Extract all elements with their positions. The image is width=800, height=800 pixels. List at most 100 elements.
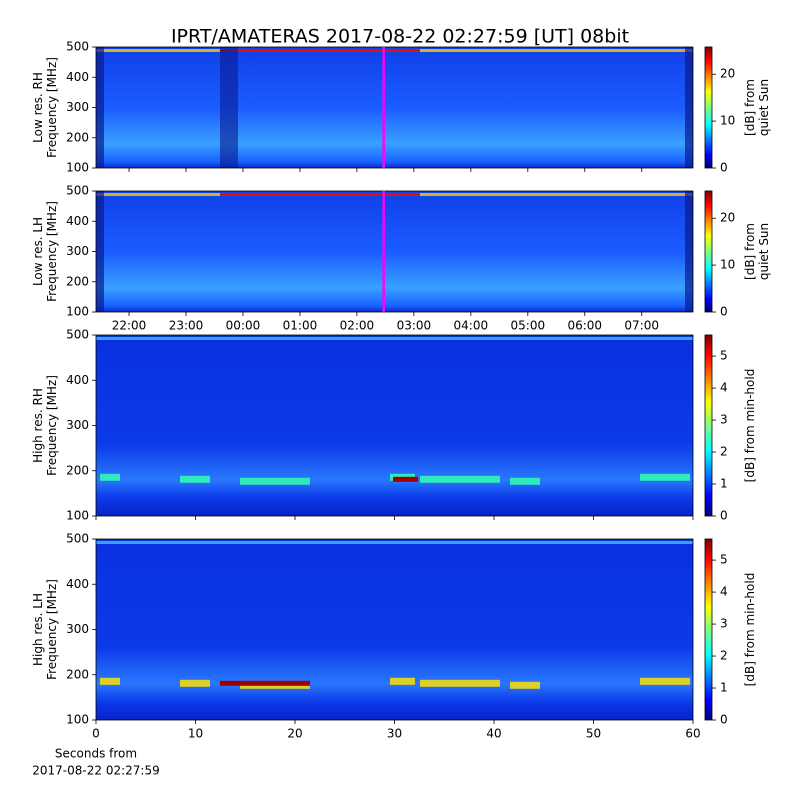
burst-core <box>220 680 310 686</box>
colorbar-tick-label: 2 <box>720 445 728 459</box>
colorbar-label: [dB] from min-hold <box>743 369 757 483</box>
colorbar-tick-label: 1 <box>720 477 728 491</box>
y-tick-label: 200 <box>66 274 89 288</box>
spectrogram <box>96 191 693 312</box>
y-tick-label: 200 <box>66 463 89 477</box>
x-tick-label: 20 <box>287 727 302 741</box>
colorbar-label: [dB] fromquiet Sun <box>743 79 771 136</box>
burst <box>510 681 540 689</box>
colorbar-tick-label: 3 <box>720 617 728 631</box>
y-tick-label: 400 <box>66 373 89 387</box>
x-tick-label: 0 <box>92 727 100 741</box>
x-tick-label: 06:00 <box>567 319 602 333</box>
x-axis-label: 2017-08-22 02:27:59 <box>32 764 159 778</box>
y-tick-label: 400 <box>66 70 89 84</box>
burst <box>390 677 415 685</box>
colorbar-label-line: [dB] from min-hold <box>743 573 757 687</box>
x-tick-label: 40 <box>486 727 501 741</box>
y-tick-label: 100 <box>66 509 89 523</box>
burst <box>180 679 210 687</box>
x-tick-label: 60 <box>685 727 700 741</box>
x-axis-label: Seconds from <box>55 747 137 761</box>
y-axis-label-line: Frequency [MHz] <box>45 201 59 302</box>
y-axis-label-line: High res. RH <box>31 388 45 463</box>
x-tick-label: 03:00 <box>397 319 432 333</box>
y-tick-label: 500 <box>66 184 89 198</box>
edge-right <box>685 47 693 168</box>
x-tick-label: 30 <box>387 727 402 741</box>
spectrogram <box>96 335 693 516</box>
colorbar-tick-label: 5 <box>720 553 728 567</box>
burst <box>180 475 210 483</box>
x-tick-label: 04:00 <box>454 319 489 333</box>
colorbar-tick-label: 20 <box>720 67 735 81</box>
y-tick-label: 300 <box>66 244 89 258</box>
x-tick-label: 22:00 <box>112 319 147 333</box>
top-band-hot <box>220 193 420 196</box>
y-axis-label: Low res. LHFrequency [MHz] <box>31 201 59 302</box>
dark-band <box>220 47 238 168</box>
y-tick-label: 100 <box>66 161 89 175</box>
colorbar-label-line: quiet Sun <box>757 79 771 136</box>
colorbar-tick-label: 1 <box>720 681 728 695</box>
edge-left <box>96 191 104 312</box>
colorbar-label-line: [dB] from <box>743 223 757 280</box>
colorbar-tick-label: 20 <box>720 211 735 225</box>
colorbar-label: [dB] fromquiet Sun <box>743 223 771 280</box>
y-axis-label-line: Frequency [MHz] <box>45 375 59 476</box>
y-tick-label: 200 <box>66 667 89 681</box>
x-tick-label: 01:00 <box>283 319 318 333</box>
edge-right <box>685 191 693 312</box>
y-tick-label: 500 <box>66 40 89 54</box>
x-tick-label: 02:00 <box>340 319 375 333</box>
y-tick-label: 500 <box>66 532 89 546</box>
y-axis-label: High res. LHFrequency [MHz] <box>31 579 59 680</box>
y-tick-label: 100 <box>66 305 89 319</box>
colorbar-tick-label: 0 <box>720 509 728 523</box>
y-tick-label: 400 <box>66 214 89 228</box>
y-tick-label: 500 <box>66 328 89 342</box>
x-tick-label: 07:00 <box>624 319 659 333</box>
colorbar <box>704 46 713 169</box>
colorbar-label: [dB] from min-hold <box>743 573 757 687</box>
burst <box>420 679 500 687</box>
colorbar <box>704 334 713 517</box>
y-tick-label: 400 <box>66 577 89 591</box>
colorbar-tick-label: 5 <box>720 349 728 363</box>
colorbar-tick-label: 0 <box>720 161 728 175</box>
y-axis-label-line: Low res. RH <box>31 72 45 143</box>
burst <box>510 477 540 485</box>
y-tick-label: 200 <box>66 130 89 144</box>
burst <box>420 475 500 483</box>
x-tick-label: 50 <box>586 727 601 741</box>
x-tick-label: 05:00 <box>511 319 546 333</box>
colorbar-tick-label: 0 <box>720 713 728 727</box>
colorbar-label-line: quiet Sun <box>757 223 771 280</box>
colorbar-tick-label: 10 <box>720 258 735 272</box>
edge-left <box>96 47 104 168</box>
y-axis-label: Low res. RHFrequency [MHz] <box>31 57 59 158</box>
spectrogram <box>96 539 693 720</box>
top-band <box>96 541 693 544</box>
y-tick-label: 300 <box>66 622 89 636</box>
y-axis-label-line: High res. LH <box>31 593 45 666</box>
colorbar <box>704 538 713 721</box>
burst-core <box>393 476 418 482</box>
top-band-hot <box>220 49 420 52</box>
y-axis-label: High res. RHFrequency [MHz] <box>31 375 59 476</box>
y-axis-label-line: Frequency [MHz] <box>45 579 59 680</box>
burst <box>100 473 120 481</box>
figure-title: IPRT/AMATERAS 2017-08-22 02:27:59 [UT] 0… <box>171 26 629 48</box>
colorbar-tick-label: 3 <box>720 413 728 427</box>
y-tick-label: 300 <box>66 100 89 114</box>
y-axis-label-line: Frequency [MHz] <box>45 57 59 158</box>
top-band <box>96 337 693 340</box>
burst <box>640 473 690 481</box>
colorbar-tick-label: 4 <box>720 381 728 395</box>
colorbar-label-line: [dB] from <box>743 79 757 136</box>
burst <box>100 677 120 685</box>
colorbar-tick-label: 2 <box>720 649 728 663</box>
y-tick-label: 300 <box>66 418 89 432</box>
colorbar-tick-label: 4 <box>720 585 728 599</box>
